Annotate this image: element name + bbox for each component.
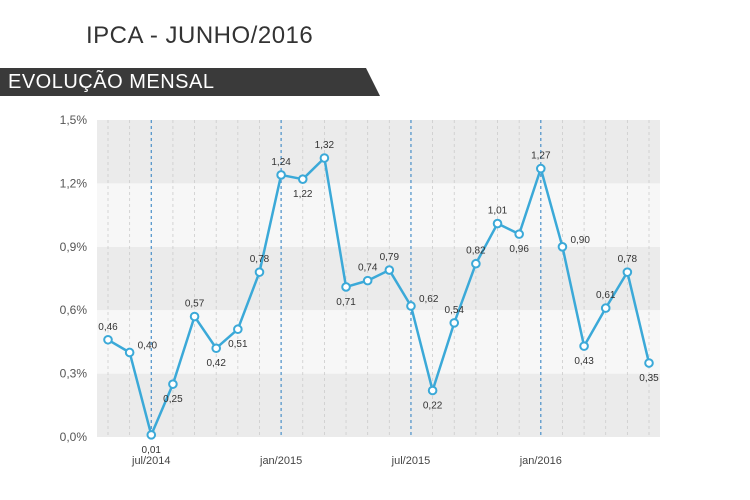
data-label: 0,78 (250, 254, 270, 265)
data-point (557, 242, 568, 252)
data-point (233, 324, 243, 335)
y-axis-ticks: 0,0% 0,3% 0,6% 0,9% 1,2% 1,5% (60, 113, 88, 444)
data-point (600, 303, 611, 313)
data-label: 0,78 (618, 254, 638, 265)
x-tick-label: jul/2015 (391, 455, 431, 467)
data-label: 0,25 (163, 394, 183, 405)
data-point (644, 358, 654, 368)
data-point (406, 301, 416, 311)
data-point (514, 229, 524, 239)
data-point (276, 170, 286, 180)
banner-label: EVOLUÇÃO MENSAL (8, 71, 215, 93)
y-tick-label: 1,2% (60, 176, 88, 190)
banner-background (0, 68, 380, 96)
data-point (297, 174, 308, 184)
data-label: 0,96 (509, 244, 529, 255)
data-label: 0,42 (206, 358, 226, 369)
band-0 (97, 373, 660, 437)
data-point (103, 334, 113, 345)
page-title: IPCA - JUNHO/2016 (86, 22, 314, 49)
data-point (449, 318, 460, 328)
data-label: 0,62 (419, 294, 439, 305)
data-label: 1,32 (315, 140, 335, 151)
y-tick-label: 0,9% (60, 240, 88, 254)
data-point (622, 267, 633, 277)
data-point (427, 385, 438, 396)
y-tick-label: 1,5% (60, 113, 88, 127)
data-label: 1,01 (488, 206, 508, 217)
band-1 (97, 310, 660, 374)
x-tick-label: jul/2014 (131, 455, 171, 467)
data-point (319, 153, 330, 163)
data-point (362, 275, 373, 286)
data-label: 0,61 (596, 290, 616, 301)
data-point (384, 265, 395, 275)
data-label: 0,51 (228, 339, 248, 350)
data-label: 0,46 (98, 322, 118, 333)
data-point (168, 379, 178, 389)
data-point (536, 163, 546, 174)
data-labels: 0,46 0,40 0,01 0,25 0,57 0,420,51 0,78 1,24 1,22… (98, 140, 659, 456)
data-label: 0,57 (185, 299, 205, 310)
data-label: 1,27 (531, 151, 551, 162)
y-tick-label: 0,0% (60, 430, 88, 444)
data-point (579, 341, 589, 351)
band-4 (97, 120, 660, 184)
data-label: 0,01 (142, 445, 162, 456)
data-label: 0,43 (574, 356, 594, 367)
data-label: 0,54 (445, 305, 465, 316)
data-label: 0,90 (570, 235, 590, 246)
data-label: 0,40 (138, 340, 158, 351)
band-3 (97, 183, 660, 247)
data-point (189, 311, 200, 322)
data-point (341, 282, 351, 292)
band-2 (97, 246, 660, 311)
series-line (107, 156, 651, 437)
data-label: 0,71 (336, 297, 356, 308)
data-label: 0,74 (358, 263, 378, 274)
y-tick-label: 0,6% (60, 303, 88, 317)
data-point (492, 218, 503, 229)
x-axis-ticks: jul/2014 jan/2015 jul/2015 jan/2016 (131, 455, 562, 467)
data-label: 0,79 (380, 252, 400, 263)
x-tick-label: jan/2015 (259, 455, 302, 467)
x-tick-label: jan/2016 (519, 455, 562, 467)
data-label: 0,22 (423, 401, 443, 412)
data-point (146, 430, 157, 440)
data-point (211, 343, 221, 354)
data-point (124, 347, 135, 358)
data-point (471, 258, 481, 269)
y-tick-label: 0,3% (60, 367, 88, 381)
ipca-series (103, 153, 654, 440)
data-label: 0,35 (639, 373, 659, 384)
data-label: 1,24 (271, 157, 291, 168)
data-label: 0,82 (466, 246, 486, 257)
data-label: 1,22 (293, 189, 313, 200)
data-point (254, 267, 265, 277)
chart-background-bands (97, 120, 660, 437)
